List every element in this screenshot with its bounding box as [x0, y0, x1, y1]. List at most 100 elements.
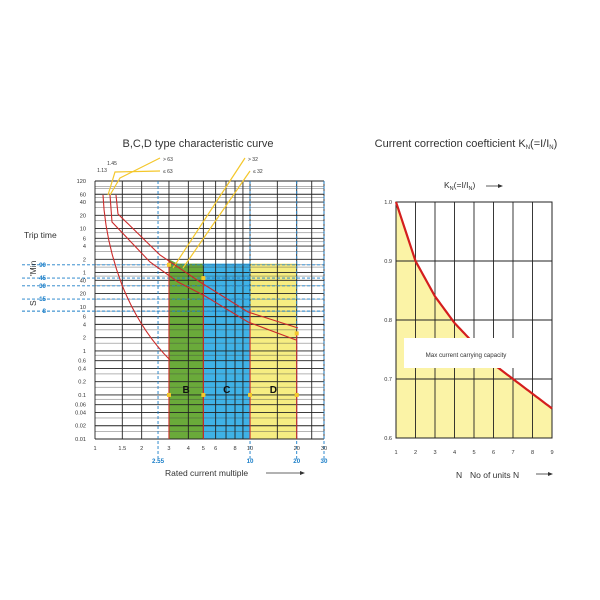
- right-x-tick-label: 9: [550, 450, 553, 456]
- right-x-tick-label: 8: [531, 450, 534, 456]
- yellow-line-2: [172, 157, 246, 269]
- x-tick-label: 20: [294, 446, 300, 452]
- y-marked-label: 90: [39, 262, 46, 269]
- x-tick-label: 8: [233, 446, 236, 452]
- right-x-arrow-head: [548, 472, 553, 476]
- x-tick-label: 2: [140, 446, 143, 452]
- marker: [201, 276, 206, 281]
- red-curve-1: [115, 194, 299, 329]
- top-label-gt32: > 32: [248, 157, 258, 163]
- y-tick-sec-label: 0.2: [78, 380, 86, 386]
- y-tick-sec-label: 10: [80, 305, 86, 311]
- unit-min-label: 'Min: [28, 260, 38, 276]
- y-tick-min-label: 4: [83, 244, 86, 250]
- y-tick-min-label: 120: [77, 179, 86, 185]
- x-tick-label: 1: [93, 446, 96, 452]
- y-tick-sec-label: 0.06: [75, 403, 86, 409]
- y-tick-min-label: 60: [80, 192, 86, 198]
- x-tick-label: 30: [321, 446, 327, 452]
- top-label-113: 1.13: [97, 168, 107, 174]
- right-y-tick-label: 0.9: [384, 259, 392, 265]
- x-tick-label: 10: [247, 446, 253, 452]
- left-y-axis-label: Trip time: [24, 230, 57, 240]
- yellow-line-1: [107, 170, 161, 196]
- top-label-le63: ≤ 63: [163, 169, 173, 175]
- right-x-tick-label: 1: [394, 450, 397, 456]
- x-extra-tick-label: 30: [321, 458, 328, 465]
- right-x-tick-label: 3: [433, 450, 436, 456]
- zone-label-layer: B C D: [183, 385, 277, 396]
- annotation-text: Max current carrying capacity: [426, 352, 508, 359]
- y-tick-min-label: 40: [80, 200, 86, 206]
- y-tick-sec-label: 1: [83, 349, 86, 355]
- marker: [166, 392, 171, 397]
- right-plot-frame: [395, 201, 553, 439]
- x-tick-label: 1.5: [118, 446, 126, 452]
- x-tick-label: 5: [202, 446, 205, 452]
- left-chart-title: B,C,D type characteristic curve: [123, 138, 274, 150]
- y-tick-sec-label: 20: [80, 292, 86, 298]
- zone-label-d: D: [270, 385, 277, 396]
- yellow-line-layer: [107, 157, 251, 269]
- x-extra-tick-label: 10: [247, 458, 254, 465]
- unit-sec-label: S: [28, 300, 38, 306]
- right-x-tick-label: 4: [453, 450, 456, 456]
- top-axis-arrow-head: [498, 184, 503, 188]
- yellow-line-0: [109, 157, 161, 196]
- right-y-tick-label: 0.7: [384, 377, 392, 383]
- marker: [166, 262, 171, 267]
- x-tick-label: 3: [167, 446, 170, 452]
- zone-label-b: B: [183, 385, 190, 396]
- y-marked-label: 15: [39, 296, 46, 303]
- y-tick-sec-label: 0.6: [78, 359, 86, 365]
- y-marked-label: 8: [43, 308, 47, 315]
- y-tick-sec-label: 0.1: [78, 393, 86, 399]
- y-tick-min-label: 6: [83, 236, 86, 242]
- yellow-line-3: [182, 170, 251, 269]
- x-tick-label: 4: [187, 446, 190, 452]
- y-marked-label: 30: [39, 283, 46, 290]
- right-x-axis-label: No of units N: [470, 470, 519, 480]
- right-x-tick-label: 7: [511, 450, 514, 456]
- x-extra-tick-label: 20: [293, 458, 300, 465]
- curve-layer: [102, 194, 299, 439]
- x-axis-arrow-head: [300, 471, 305, 475]
- red-curve-2: [102, 194, 171, 361]
- x-tick-label: 6: [214, 446, 217, 452]
- left-axis-text: 1 1.5 2 3 4 5 6 8 10 20 302.55 10 20 3012060402010642…: [39, 157, 328, 465]
- y-marked-label: 45: [39, 275, 46, 282]
- y-tick-sec-label: 6: [83, 315, 86, 321]
- marker: [201, 392, 206, 397]
- y-tick-sec-label: 0.04: [75, 410, 86, 416]
- red-curve-0: [109, 194, 297, 341]
- right-x-axis-letter: N: [456, 470, 462, 480]
- y-tick-min-label: 1: [83, 271, 86, 277]
- top-label-gt63: > 63: [163, 157, 173, 163]
- marker: [248, 392, 253, 397]
- y-tick-min-label: 10: [80, 227, 86, 233]
- y-tick-min-label: 2: [83, 257, 86, 263]
- y-tick-sec-label: 40: [80, 278, 86, 284]
- y-tick-sec-label: 4: [83, 322, 86, 328]
- y-tick-sec-label: 0.01: [75, 437, 86, 443]
- right-top-axis-label: KN(=I/IN): [444, 180, 476, 192]
- y-tick-sec-label: 0.4: [78, 366, 86, 372]
- marker-layer: [166, 262, 299, 397]
- annotation-box: [404, 338, 529, 368]
- right-y-tick-label: 0.6: [384, 436, 392, 442]
- x-extra-tick-label: 2.55: [152, 458, 165, 465]
- right-grid: [395, 201, 553, 439]
- right-x-tick-label: 2: [414, 450, 417, 456]
- marker: [294, 331, 299, 336]
- right-axis-text: 1 2 3 4 5 6 7 8 9 1.0 0.9 0.8 0.7 0.6: [384, 200, 553, 456]
- left-x-axis-label: Rated current multiple: [165, 468, 248, 478]
- y-tick-min-label: 20: [80, 213, 86, 219]
- right-y-tick-label: 0.8: [384, 318, 392, 324]
- zone-label-c: C: [223, 385, 230, 396]
- top-label-le32: ≤ 32: [253, 169, 263, 175]
- right-x-tick-label: 5: [472, 450, 475, 456]
- right-y-tick-label: 1.0: [384, 200, 392, 206]
- right-x-tick-label: 6: [492, 450, 495, 456]
- right-chart-title: Current correction coefticient KN(=I/IN): [375, 138, 558, 151]
